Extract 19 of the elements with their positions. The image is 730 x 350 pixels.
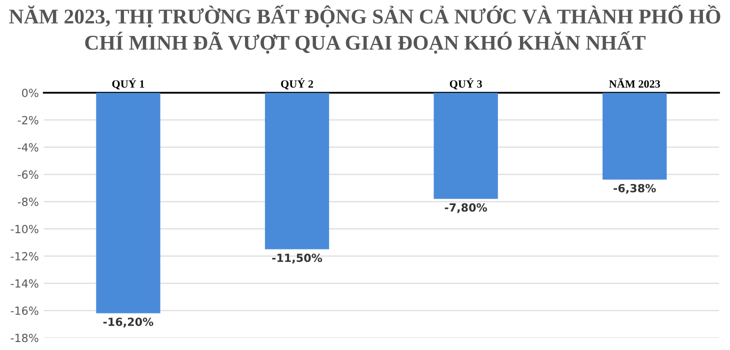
data-label: -11,50% bbox=[272, 254, 322, 264]
y-tick-label: -8% bbox=[18, 198, 38, 206]
y-tick-label: -18% bbox=[10, 334, 38, 342]
x-tick-label: QUÝ 3 bbox=[450, 78, 482, 90]
data-label: -16,20% bbox=[103, 318, 154, 328]
y-tick-label: -10% bbox=[10, 224, 38, 234]
chart-title: NĂM 2023, THỊ TRƯỜNG BẤT ĐỘNG SẢN CẢ NƯỚC VÀ THÀNH PHỐ HỒ CHÍ MINH ĐÃ VƯỢT QUA GIAI ĐOẠN KHÓ KHĂN NHẤT bbox=[9, 4, 720, 54]
y-tick-label: -6% bbox=[18, 170, 38, 179]
data-label: -7,80% bbox=[444, 203, 488, 214]
y-tick-label: -4% bbox=[18, 143, 38, 152]
y-tick-label: 0% bbox=[22, 88, 38, 98]
x-tick-label: NĂM 2023 bbox=[609, 78, 660, 88]
y-tick-label: -14% bbox=[10, 279, 38, 288]
data-label: -6,38% bbox=[614, 184, 656, 194]
y-tick-label: -16% bbox=[10, 306, 38, 315]
x-tick-label: QUÝ 2 bbox=[281, 78, 314, 90]
y-tick-label: -2% bbox=[18, 116, 38, 124]
x-tick-label: QUÝ 1 bbox=[112, 78, 144, 90]
y-tick-label: -12% bbox=[10, 252, 38, 260]
